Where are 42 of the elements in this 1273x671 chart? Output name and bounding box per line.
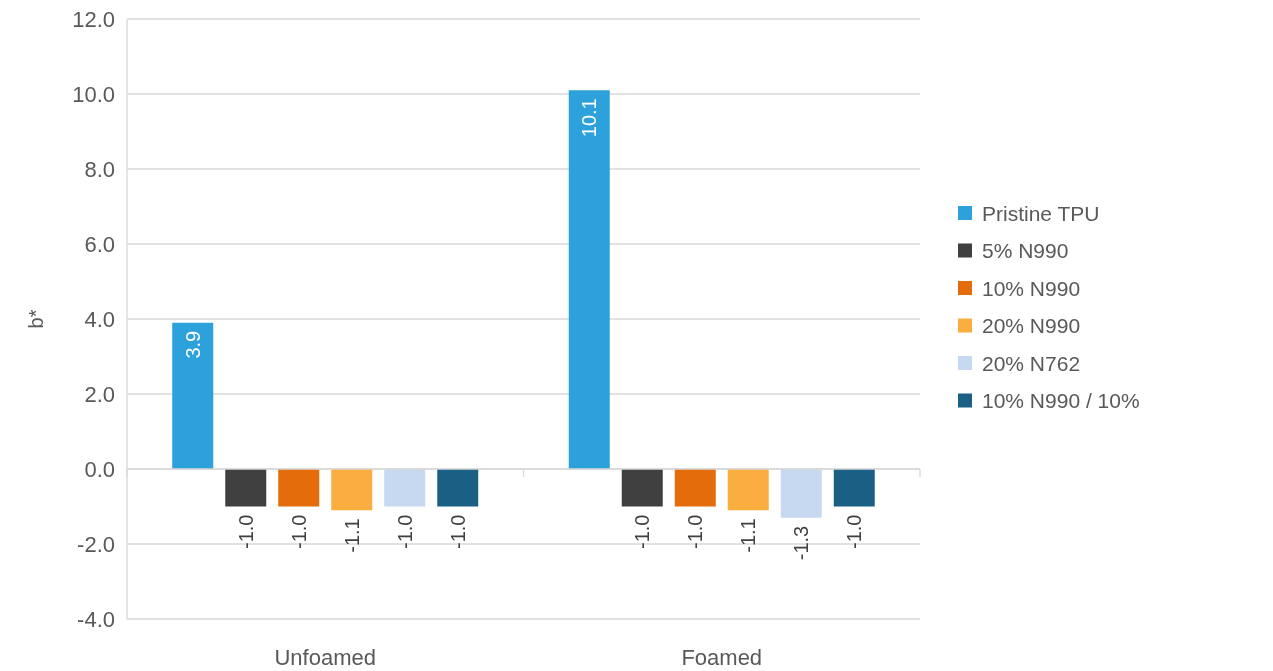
bar <box>568 90 610 469</box>
data-label: -1.0 <box>631 514 654 549</box>
data-label: -1.0 <box>393 514 416 549</box>
bar <box>225 469 267 507</box>
x-tick-label: Unfoamed <box>274 644 377 670</box>
data-label: -1.1 <box>340 518 363 553</box>
y-tick-label: 12.0 <box>72 6 115 32</box>
bar <box>172 322 214 469</box>
data-label: -1.0 <box>446 514 469 549</box>
y-tick-label: 6.0 <box>84 231 115 257</box>
data-label: -1.0 <box>843 514 866 549</box>
y-tick-label: 0.0 <box>84 456 115 482</box>
bar <box>674 469 716 507</box>
bar <box>727 469 769 511</box>
y-tick-label: -4.0 <box>77 606 115 632</box>
bar <box>437 469 479 507</box>
legend-label: 20% N762 <box>982 351 1081 375</box>
data-label: 3.9 <box>181 330 204 359</box>
bar <box>833 469 875 507</box>
data-label: -1.0 <box>287 514 310 549</box>
legend-label: 5% N990 <box>982 239 1069 262</box>
data-label: -1.3 <box>790 525 813 561</box>
legend-label: 20% N990 <box>982 314 1081 337</box>
legend-label: 10% N990 / 10% <box>982 389 1140 412</box>
bar <box>780 469 822 518</box>
data-label: 10.1 <box>578 98 601 138</box>
bar <box>621 469 663 507</box>
bar <box>384 469 426 507</box>
y-tick-label: 10.0 <box>72 81 115 107</box>
y-tick-label: 8.0 <box>84 156 115 182</box>
legend-label: Pristine TPU <box>982 201 1100 225</box>
y-tick-label: 2.0 <box>84 381 115 407</box>
data-label: -1.1 <box>737 518 760 553</box>
bar <box>278 469 320 507</box>
y-axis-title: b* <box>25 309 47 329</box>
data-label: -1.0 <box>234 514 257 549</box>
bar <box>331 469 373 511</box>
x-tick-label: Foamed <box>681 644 763 670</box>
y-tick-label: -2.0 <box>77 531 115 557</box>
y-tick-label: 4.0 <box>84 306 115 332</box>
data-label: -1.0 <box>684 514 707 549</box>
legend-label: 10% N990 <box>982 276 1081 300</box>
